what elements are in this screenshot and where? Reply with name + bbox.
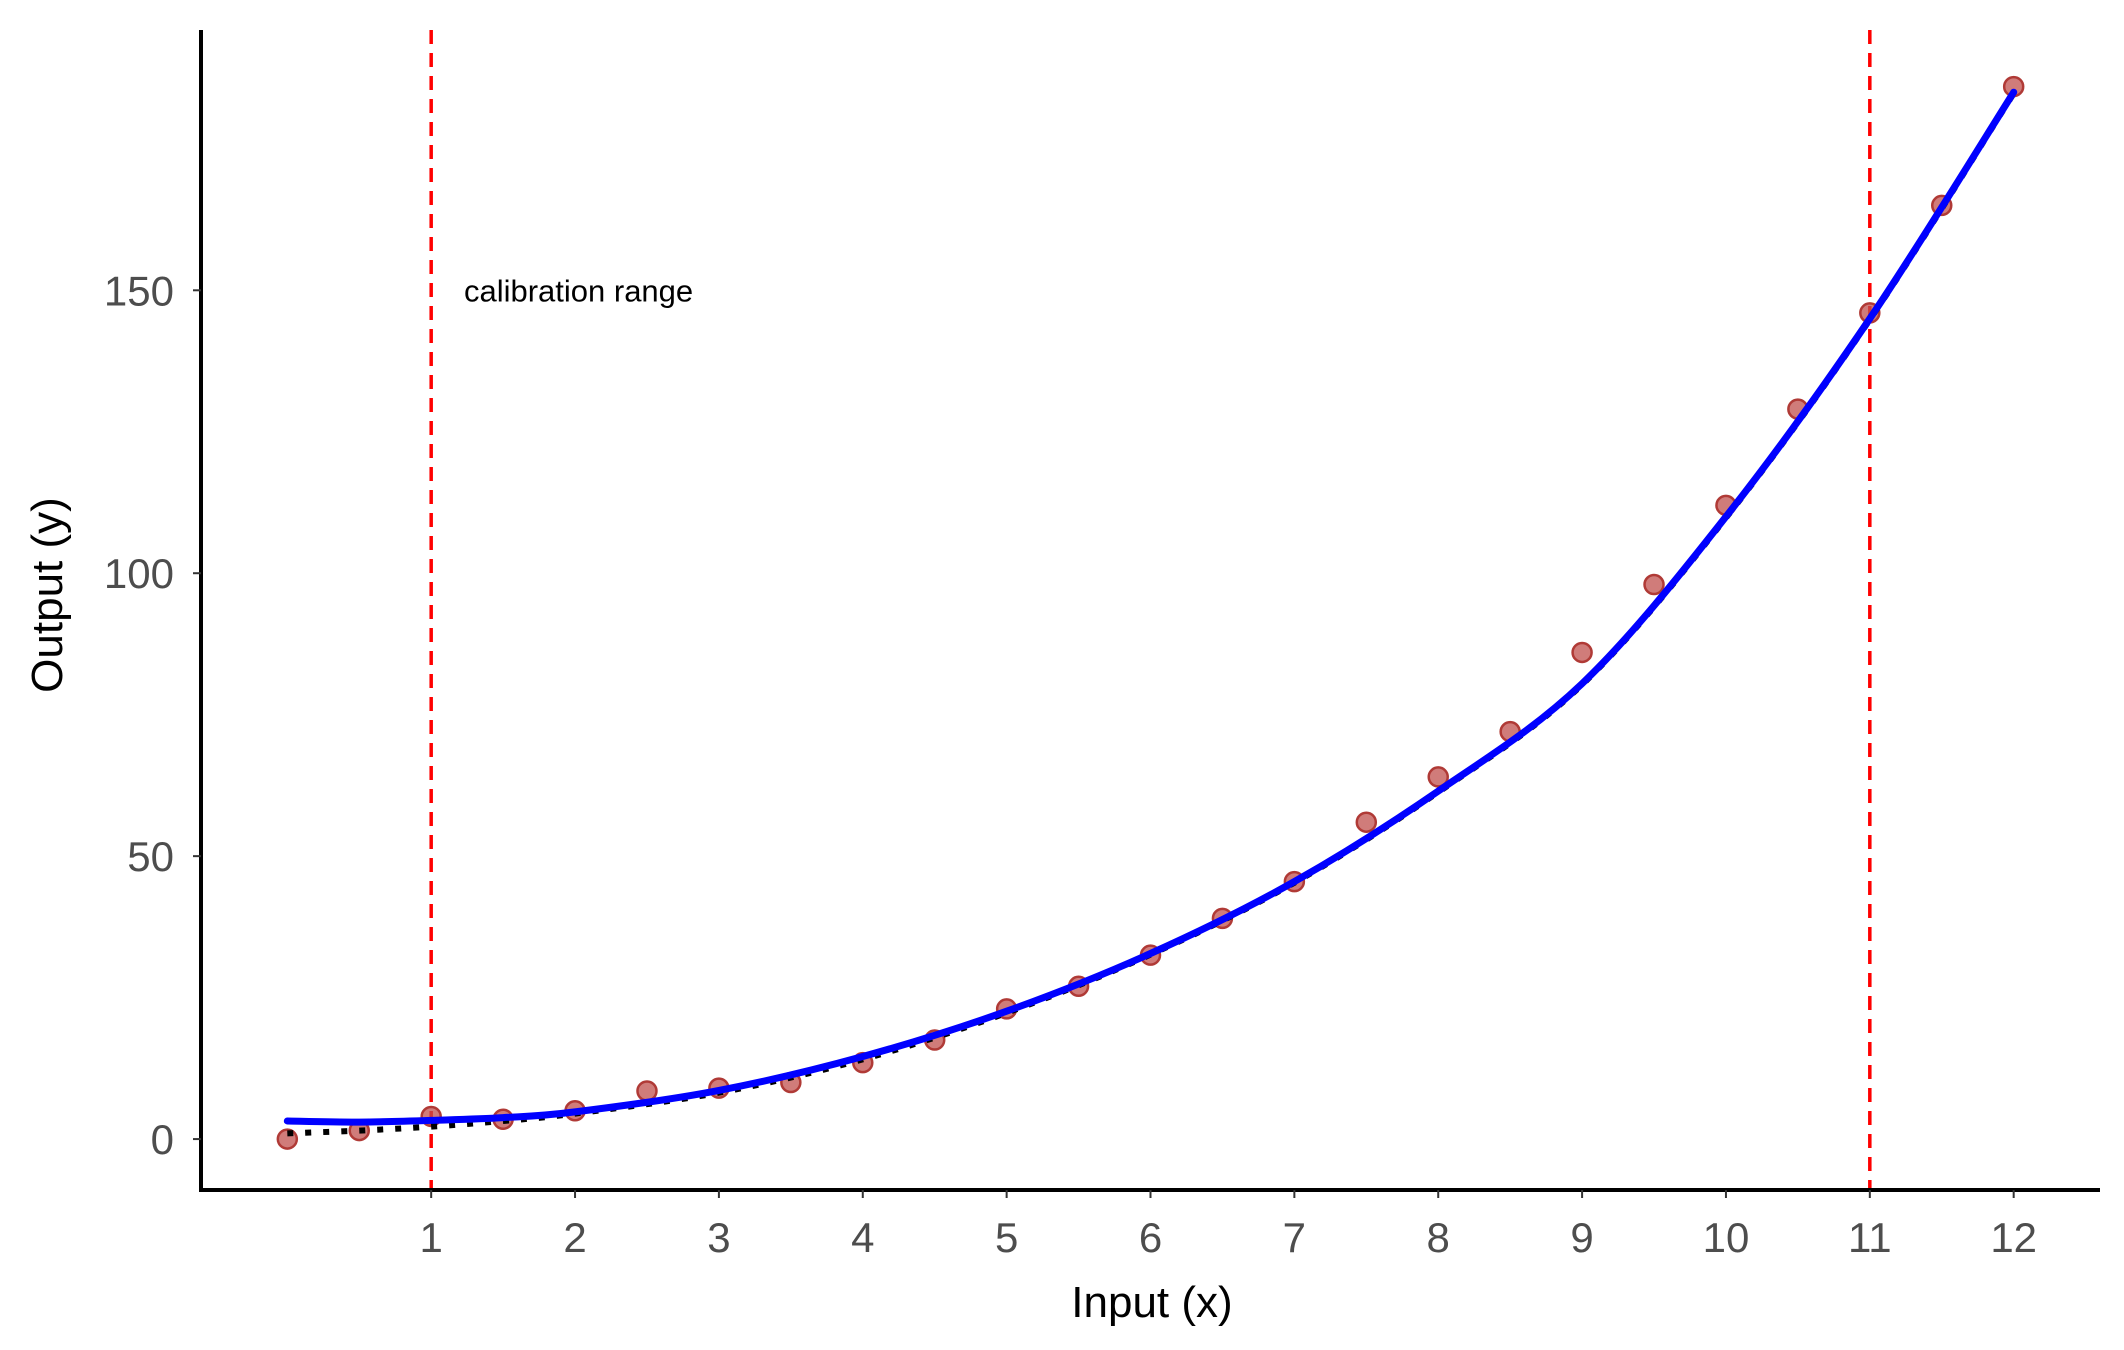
data-point	[1643, 573, 1665, 596]
data-point	[1571, 641, 1593, 664]
x-tick-label: 12	[1990, 1214, 2037, 1261]
x-tick-label: 3	[707, 1214, 730, 1261]
y-tick-label: 0	[151, 1116, 174, 1163]
y-tick-label: 50	[127, 833, 174, 880]
x-axis-title: Input (x)	[1071, 1278, 1232, 1327]
y-axis-title: Output (y)	[23, 497, 72, 693]
x-tick-label: 11	[1848, 1214, 1892, 1261]
x-tick-label: 7	[1283, 1214, 1306, 1261]
x-tick-label: 9	[1570, 1214, 1593, 1261]
x-tick-label: 4	[851, 1214, 874, 1261]
x-tick-label: 10	[1703, 1214, 1750, 1261]
data-point	[1427, 766, 1449, 788]
x-tick-label: 1	[420, 1214, 443, 1261]
fitted-curve-line	[283, 88, 2018, 1126]
data-point	[636, 1080, 658, 1102]
dotted-curve-line	[287, 91, 2017, 1137]
data-point	[1355, 811, 1378, 833]
y-tick-labels: 0 50 100 150	[104, 267, 201, 1163]
x-tick-label: 2	[563, 1214, 586, 1261]
x-tick-label: 6	[1139, 1214, 1162, 1261]
plot-area	[276, 30, 2025, 1190]
x-tick-label: 8	[1427, 1214, 1450, 1261]
y-tick-label: 150	[104, 267, 174, 314]
x-tick-labels: 1 2 3 4 5 6 7 8 9 10 11 12	[420, 1190, 2037, 1261]
y-tick-label: 100	[104, 550, 174, 597]
annotation-calibration-range: calibration range	[464, 273, 693, 308]
x-tick-label: 5	[995, 1214, 1018, 1261]
